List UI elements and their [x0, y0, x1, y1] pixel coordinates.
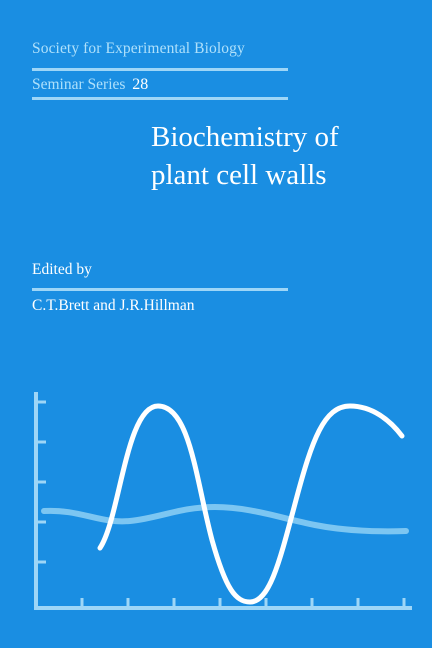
series-society: Society for Experimental Biology [32, 40, 245, 57]
title-line-1: Biochemistry of [151, 121, 339, 153]
series-label: Seminar Series [32, 76, 126, 93]
low-amplitude-wave [41, 503, 409, 535]
series-number: 28 [132, 76, 149, 93]
divider-rule [32, 288, 288, 291]
edited-by-label: Edited by [32, 261, 92, 278]
divider-rule [32, 97, 288, 100]
series-label-row: Seminar Series 28 [32, 76, 148, 94]
y-axis-ticks [36, 400, 46, 564]
title-line-2: plant cell walls [151, 159, 327, 191]
editors-names: C.T.Brett and J.R.Hillman [32, 297, 195, 314]
x-axis-ticks [80, 598, 406, 608]
book-title: Biochemistry of plant cell walls [151, 118, 421, 194]
high-amplitude-wave [97, 403, 405, 605]
divider-rule [32, 68, 288, 71]
wave-graphic [34, 392, 412, 610]
